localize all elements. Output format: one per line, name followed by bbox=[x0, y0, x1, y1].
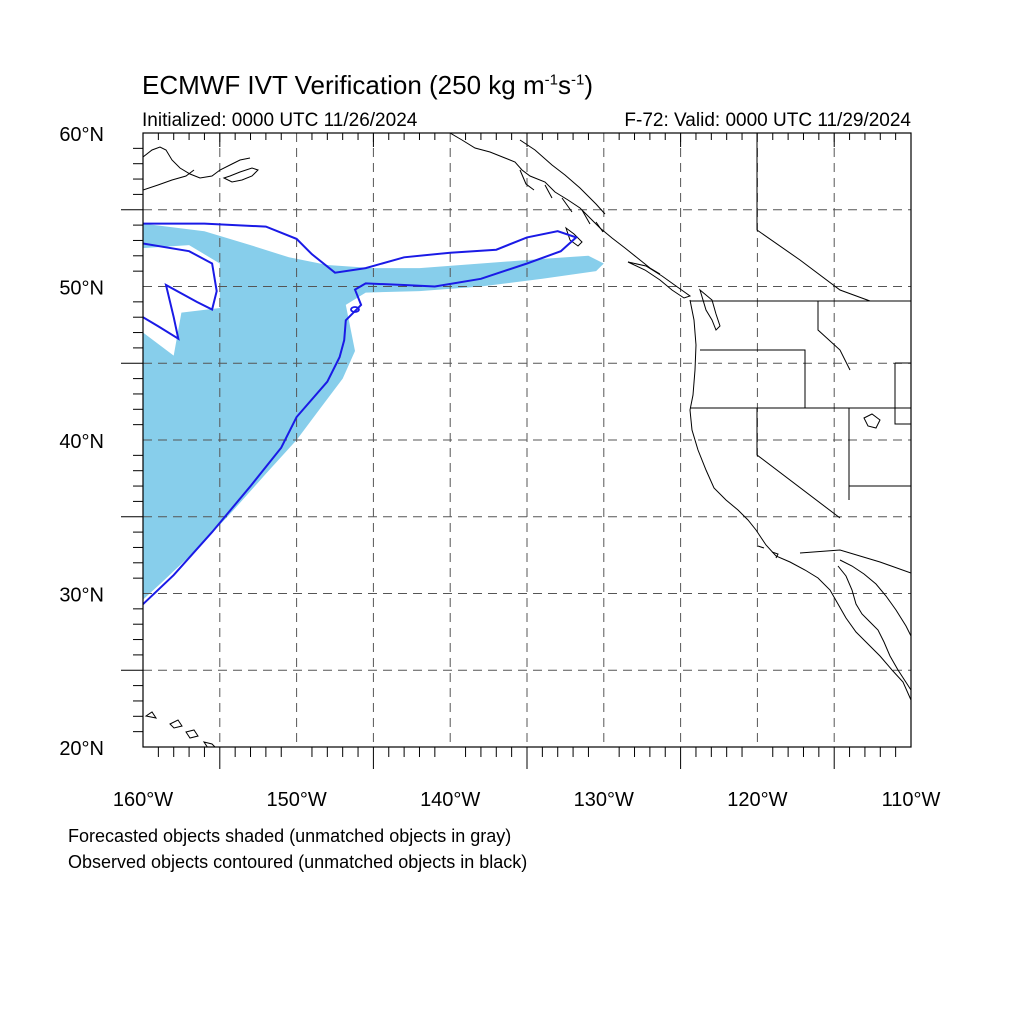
map-title: ECMWF IVT Verification (250 kg m-1s-1) bbox=[142, 70, 593, 100]
or-border bbox=[700, 349, 806, 408]
canada-us-border bbox=[756, 133, 871, 302]
vancouver-island bbox=[627, 261, 692, 299]
observed-contour-inner bbox=[143, 242, 218, 341]
initialized-label: Initialized: 0000 UTC 11/26/2024 bbox=[142, 110, 418, 131]
baja-coast bbox=[837, 565, 911, 691]
mex-border bbox=[799, 549, 911, 574]
lon-tick-label: 110°W bbox=[882, 789, 941, 811]
observed-contour-outer bbox=[143, 222, 579, 605]
lon-tick-label: 120°W bbox=[727, 789, 787, 811]
us-west-coast bbox=[689, 299, 911, 701]
id-border bbox=[817, 301, 851, 371]
valid-label: F-72: Valid: 0000 UTC 11/29/2024 bbox=[624, 110, 911, 131]
hawaii-islands bbox=[144, 711, 216, 747]
kodiak-island bbox=[222, 167, 259, 183]
forecast-note: Forecasted objects shaded (unmatched obj… bbox=[68, 826, 512, 846]
lat-tick-label: 40°N bbox=[59, 431, 104, 453]
great-salt-lake bbox=[863, 413, 881, 429]
lat-tick-label: 20°N bbox=[59, 738, 104, 760]
observed-note: Observed objects contoured (unmatched ob… bbox=[68, 852, 528, 872]
alaska-islands bbox=[519, 169, 604, 233]
forecast-ivt-object bbox=[143, 223, 604, 600]
alaska-coast-2 bbox=[143, 169, 195, 191]
gulf-of-california bbox=[839, 559, 911, 637]
observed-contour-small bbox=[350, 306, 360, 313]
haida-gwaii bbox=[565, 226, 583, 247]
wy-border bbox=[894, 362, 911, 425]
lat-tick-label: 60°N bbox=[59, 124, 104, 146]
alaska-coast bbox=[143, 146, 251, 179]
lat-tick-label: 50°N bbox=[59, 278, 104, 300]
ca-nv-border bbox=[756, 408, 841, 519]
lon-tick-label: 160°W bbox=[113, 789, 173, 811]
alaska-gulf-coast bbox=[449, 133, 661, 275]
canada-border bbox=[519, 139, 606, 215]
channel-islands bbox=[757, 545, 779, 559]
lon-tick-label: 130°W bbox=[574, 789, 634, 811]
lat-tick-label: 30°N bbox=[59, 585, 104, 607]
lon-tick-label: 150°W bbox=[266, 789, 326, 811]
puget-sound bbox=[699, 288, 721, 331]
lon-tick-label: 140°W bbox=[420, 789, 480, 811]
